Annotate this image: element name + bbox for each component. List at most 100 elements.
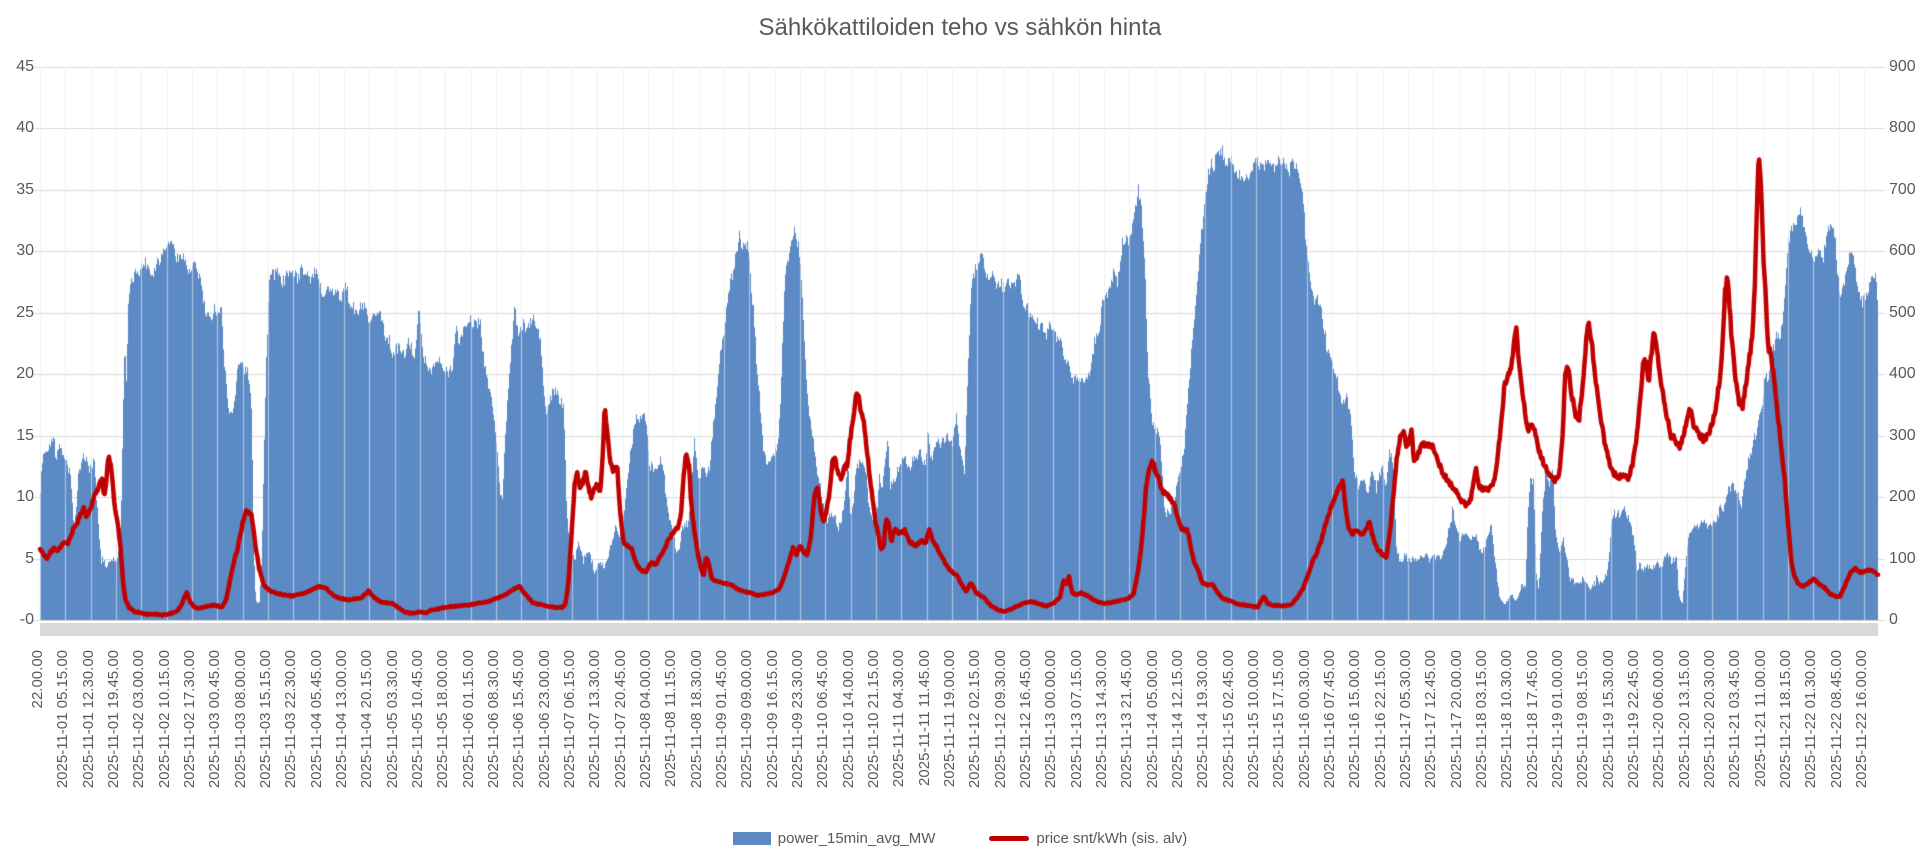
x-axis-tick-label: 2025-11-08 11.15.00 [662,650,680,788]
x-axis-tick-label: 2025-11-09 16.15.00 [763,650,781,789]
x-axis-tick-label: 2025-11-13 07.15.00 [1067,650,1085,789]
x-axis-tick-label: 2025-11-20 20.30.00 [1701,650,1719,789]
legend-item-power: power_15min_avg_MW [732,830,936,847]
x-axis-tick-label: 2025-11-11 19.00.00 [941,650,958,788]
x-axis-tick-label: 2025-11-03 08.00.00 [231,650,249,789]
x-axis-tick-label: 2025-11-19 01.00.00 [1549,650,1567,789]
x-axis-tick-label: 2025-11-01 19.45.00 [105,650,122,789]
y-left-tick-label: 30 [16,242,34,260]
x-axis-tick-label: 2025-11-21 03.45.00 [1726,650,1744,789]
x-axis-tick-label: 2025-11-02 10.15.00 [155,650,173,789]
x-axis-tick-label: 2025-11-17 20.00.00 [1447,650,1465,789]
x-axis-tick-label: 2025-11-16 00.30.00 [1295,650,1313,789]
x-axis-tick-label: 2025-11-12 02.15.00 [966,650,984,789]
price-series-swatch-icon [989,836,1030,841]
x-axis-tick-label: 2025-11-13 21.45.00 [1118,650,1136,789]
x-axis-tick-label: 2025-11-21 11.00.00 [1751,650,1769,788]
x-axis-tick-label: 2025-11-17 12.45.00 [1422,650,1440,789]
x-axis-tick-label: 2025-11-14 19.30.00 [1194,650,1212,789]
x-axis-tick-label: 2025-11-04 20.15.00 [358,650,376,789]
y-right-tick-label: 100 [1889,549,1916,567]
y-right-tick-label: 0 [1889,611,1898,628]
x-axis-tick-label: 2025-11-07 13.30.00 [586,650,604,789]
x-axis-tick-label: 2025-11-17 05.30.00 [1397,650,1415,789]
x-axis-tick-label: 2025-11-09 09.00.00 [738,650,756,789]
x-axis-tick-label: 2025-11-12 16.45.00 [1017,650,1034,789]
x-axis-tick-label: 2025-11-04 13.00.00 [333,650,350,789]
y-right-tick-label: 600 [1889,242,1916,260]
x-axis-tick-label: 2025-11-13 14.30.00 [1093,650,1110,789]
x-axis-tick-label: 2025-11-16 15.00.00 [1346,650,1364,789]
x-axis-tick-label: 2025-11-22 01.30.00 [1802,650,1820,789]
x-axis-tick-label: 2025-11-05 10.45.00 [409,650,426,789]
y-right-tick-label: 700 [1889,180,1916,198]
y-right-tick-label: 500 [1889,303,1916,321]
x-axis-tick-label: 2025-11-19 22.45.00 [1625,650,1643,789]
y-left-tick-label: 45 [16,58,34,75]
y-right-tick-label: 300 [1889,426,1916,444]
x-axis-tick-label: 2025-11-15 02.45.00 [1219,650,1237,789]
x-axis-tick-label: 2025-11-06 01.15.00 [459,650,477,789]
x-axis-tick-label: 2025-11-11 11.45.00 [915,650,933,786]
x-axis-tick-label: 2025-11-21 18.15.00 [1777,650,1795,789]
x-axis-tick-label: 2025-11-09 23.30.00 [789,650,806,789]
x-axis-tick-label: 2025-11-13 00.00.00 [1042,650,1060,789]
x-axis-tick-label: 2025-11-14 05.00.00 [1143,650,1161,789]
x-axis-tick-label: 2025-11-16 07.45.00 [1321,650,1339,789]
x-axis-tick-label: 2025-11-04 05.45.00 [307,650,325,789]
y-right-tick-label: 400 [1889,365,1916,383]
x-axis-tick-label: 2025-11-07 06.15.00 [561,650,578,789]
x-axis-tick-label: 2025-11-02 03.00.00 [130,650,148,789]
x-axis-tick-label: 2025-11-18 17.45.00 [1523,650,1541,789]
x-axis-tick-label: 2025-11-02 17.30.00 [181,650,198,789]
x-axis-tick-label: 2025-11-11 04.30.00 [890,650,908,788]
y-left-tick-label: 40 [16,119,34,137]
x-axis-tick-label: 2025-11-06 08.30.00 [485,650,502,789]
x-axis-tick-label: 2025-11-18 03.15.00 [1473,650,1491,789]
x-axis-tick-label: 2025-11-01 12.30.00 [79,650,97,789]
x-axis-tick-label: 2025-11-03 15.15.00 [257,650,274,789]
y-left-tick-label: 25 [16,303,34,321]
x-axis-tick-label: 2025-11-05 18.00.00 [434,650,452,789]
x-axis-band [40,623,1878,636]
x-axis-tick-label: 2025-11-01 05.15.00 [54,650,72,789]
x-axis-tick-label: 2025-11-03 22.30.00 [282,650,300,789]
x-axis-tick-label: 2025-11-10 21.15.00 [865,650,882,789]
x-axis-tick-label: 2025-11-06 23.00.00 [535,650,553,789]
x-axis-tick-label: 2025-11-20 06.00.00 [1650,650,1668,789]
x-axis-tick-label: 2025-11-14 12.15.00 [1169,650,1186,789]
legend-item-price: price snt/kWh (sis. alv) [989,830,1187,847]
y-left-tick-label: -0 [19,611,34,628]
y-left-tick-label: 15 [16,426,34,444]
x-axis-tick-label: 2025-11-06 15.45.00 [510,650,528,789]
x-axis-tick-label: 2025-11-18 10.30.00 [1498,650,1516,789]
x-axis-tick-label: 2025-11-22 08.45.00 [1827,650,1845,789]
x-axis-tick-label: 2025-11-12 09.30.00 [991,650,1009,789]
x-axis-tick-label: 2025-11-10 14.00.00 [839,650,857,789]
x-axis-tick-label: 2025-11-07 20.45.00 [611,650,629,789]
y-left-tick-label: 10 [16,488,34,506]
x-axis-tick-label: 2025-11-08 04.00.00 [637,650,654,789]
y-right-tick-label: 800 [1889,119,1916,137]
x-axis-tick-label: 2025-11-20 13.15.00 [1675,650,1693,789]
x-axis-tick-label: 2025-11-10 06.45.00 [814,650,832,789]
x-axis-tick-label: 2025-11-15 17.15.00 [1270,650,1288,789]
x-axis-tick-label: 2025-11-22 16.00.00 [1853,650,1871,789]
legend-label-power: power_15min_avg_MW [777,830,936,847]
legend: power_15min_avg_MW price snt/kWh (sis. a… [0,830,1920,847]
x-axis-tick-label: 2025-11-19 15.30.00 [1599,650,1617,789]
legend-label-price: price snt/kWh (sis. alv) [1036,830,1188,847]
y-right-tick-label: 200 [1889,488,1916,506]
x-axis-tick-label: 2025-11-09 01.45.00 [713,650,730,789]
x-axis-tick-label: 2025-11-19 08.15.00 [1574,650,1592,789]
power-series-swatch-icon [732,832,771,845]
x-axis-tick-label: 22.00.00 [29,650,46,709]
x-axis-tick-label: 2025-11-08 18.30.00 [687,650,705,789]
y-left-tick-label: 5 [25,549,34,567]
y-left-tick-label: 20 [16,365,34,383]
x-axis-tick-label: 2025-11-15 10.00.00 [1245,650,1262,789]
x-axis-tick-label: 2025-11-03 00.45.00 [206,650,224,789]
y-left-tick-label: 35 [16,180,34,198]
